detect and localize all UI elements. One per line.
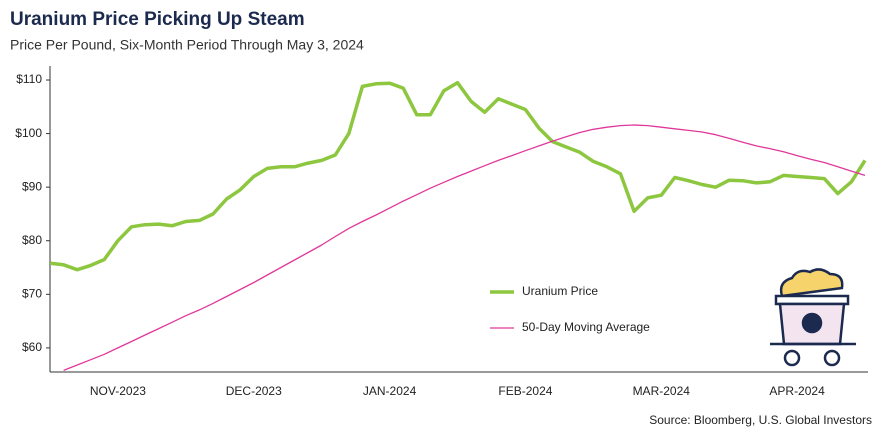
legend-label: 50-Day Moving Average	[522, 320, 650, 334]
x-tick-label: JAN-2024	[363, 384, 417, 398]
series-line	[50, 80, 867, 272]
series-line	[63, 124, 866, 372]
y-tick-label: $60	[22, 340, 42, 354]
y-tick-label: $110	[16, 72, 42, 86]
y-tick-label: $70	[22, 286, 42, 300]
x-tick-label: FEB-2024	[498, 384, 552, 398]
x-tick-label: NOV-2023	[90, 384, 146, 398]
x-tick-label: APR-2024	[769, 384, 825, 398]
y-tick-label: $100	[15, 126, 42, 140]
x-tick-label: DEC-2023	[226, 384, 282, 398]
cart-icon	[770, 268, 856, 367]
chart-title: Uranium Price Picking Up Steam	[10, 9, 305, 30]
x-tick-label: MAR-2024	[633, 384, 691, 398]
y-tick-label: $80	[22, 233, 42, 247]
chart-subtitle: Price Per Pound, Six-Month Period Throug…	[10, 37, 364, 53]
source: Source: Bloomberg, U.S. Global Investors	[649, 413, 872, 427]
legend-label: Uranium Price	[522, 284, 598, 298]
y-tick-label: $90	[22, 179, 42, 193]
